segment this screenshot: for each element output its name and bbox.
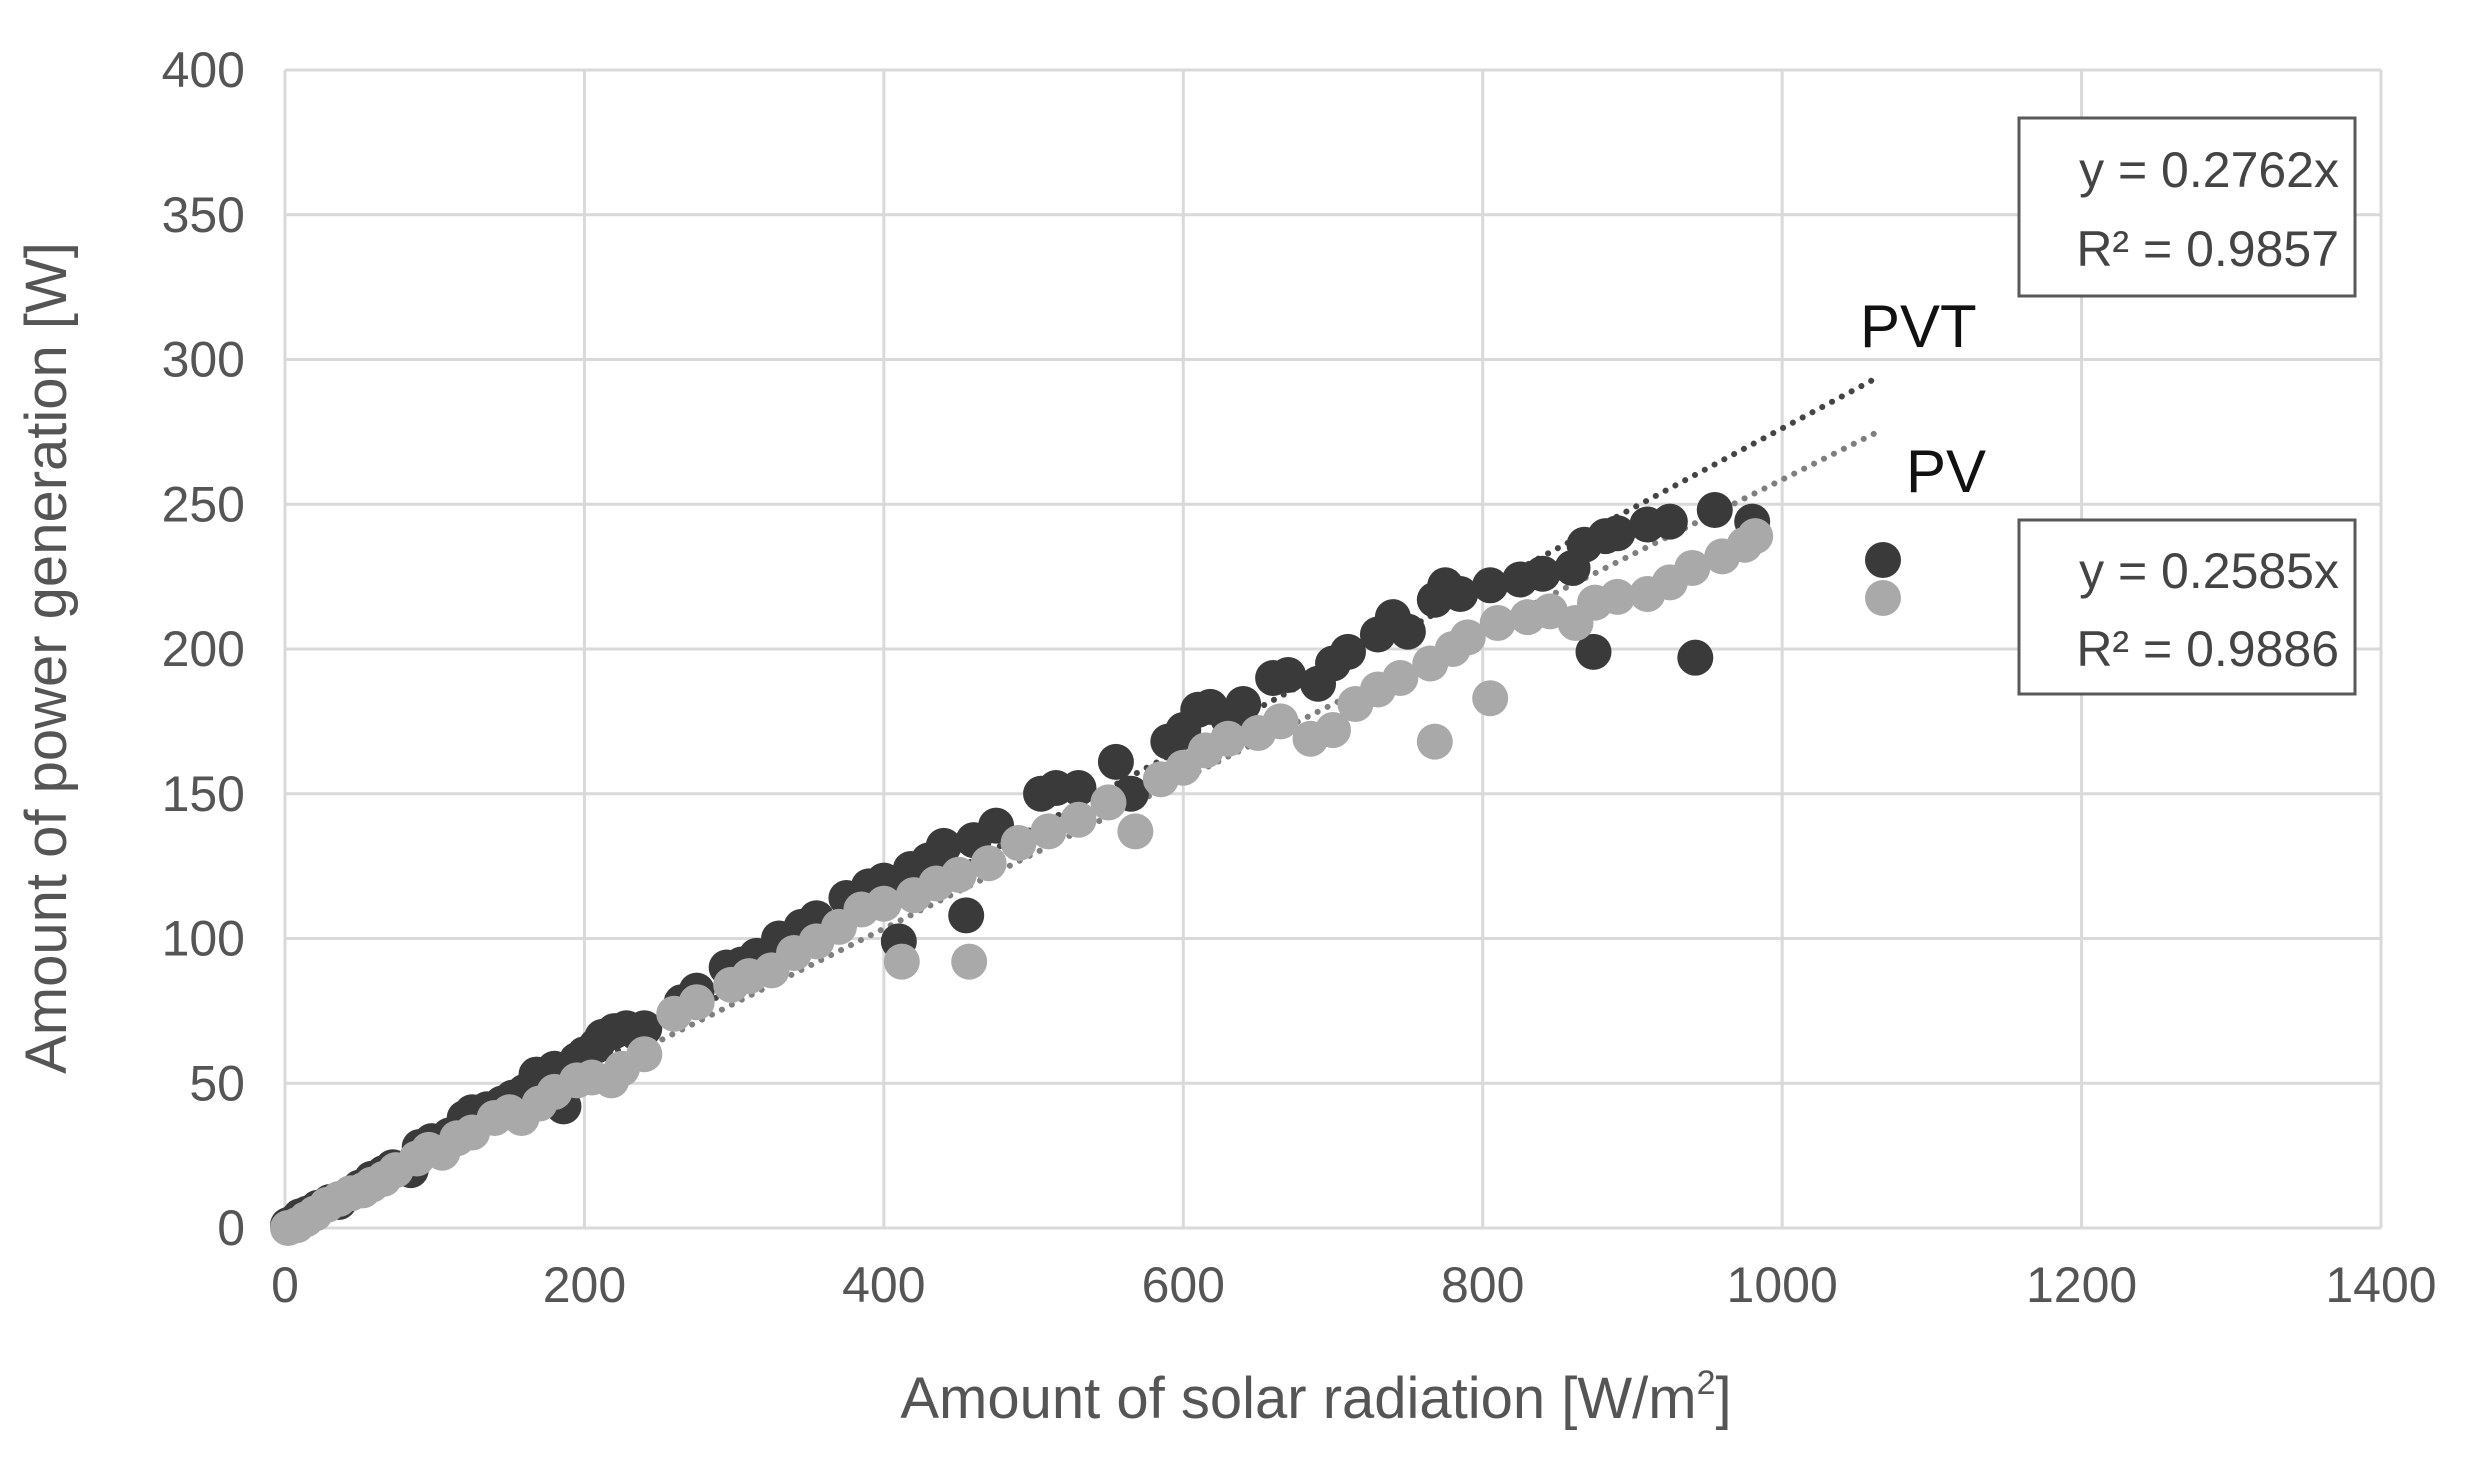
x-axis-title-main: Amount of solar radiation [W/m [900, 1366, 1696, 1431]
x-tick-label: 0 [271, 1257, 299, 1313]
x-tick-label: 1200 [2026, 1257, 2137, 1313]
point-pv [951, 943, 988, 980]
pvt-equation-box: y = 0.2762x R² = 0.9857 [2017, 116, 2357, 298]
y-tick-label: 350 [162, 187, 245, 243]
point-pv [1599, 578, 1636, 615]
pv-equation: y = 0.2585x [2079, 543, 2339, 599]
point-pvt [1097, 743, 1134, 780]
point-pv [1416, 723, 1453, 760]
point-pvt [1270, 657, 1307, 694]
y-tick-label: 300 [162, 332, 245, 388]
point-pvt [1442, 575, 1479, 612]
pv-equation-box: y = 0.2585x R² = 0.9886 [2017, 518, 2357, 696]
y-tick-label: 50 [189, 1055, 245, 1111]
point-pv [1060, 801, 1097, 838]
point-pvt [1060, 769, 1097, 806]
point-pvt [1651, 503, 1688, 540]
data-points [269, 492, 1774, 1246]
point-pvt [1575, 633, 1612, 670]
point-pv [1030, 813, 1067, 850]
point-pvt [925, 827, 962, 864]
y-tick-label: 250 [162, 476, 245, 532]
x-tick-label: 800 [1441, 1257, 1524, 1313]
y-axis-title: Amount of power generation [W] [14, 242, 79, 1074]
point-pvt [626, 1010, 663, 1047]
point-pv [678, 984, 715, 1021]
legend-marker-pvt [1865, 542, 1901, 578]
legend-marker-pv [1865, 580, 1901, 616]
point-pv [1674, 549, 1711, 586]
point-pv [1210, 720, 1247, 757]
point-pvt [948, 897, 985, 934]
point-pv [1382, 659, 1419, 696]
pv-label: PV [1906, 438, 1986, 505]
axes: 0 200 400 600 800 1000 1200 1400 0 50 100 150 200 250… [162, 42, 2437, 1313]
point-pvt [1389, 613, 1426, 650]
point-pv [1090, 784, 1127, 821]
x-tick-label: 1400 [2325, 1257, 2436, 1313]
x-tick-label: 400 [842, 1257, 925, 1313]
pvt-equation: y = 0.2762x [2079, 142, 2339, 198]
pvt-label: PVT [1860, 293, 1977, 360]
x-axis-title-end: ] [1716, 1366, 1732, 1431]
point-pvt [1677, 639, 1714, 676]
point-pvt [1472, 567, 1509, 604]
point-pvt [1524, 555, 1561, 592]
point-pv [970, 845, 1007, 882]
y-tick-label: 100 [162, 911, 245, 967]
point-pv [1472, 680, 1509, 717]
y-tick-label: 0 [217, 1200, 245, 1256]
point-pv [1117, 813, 1154, 850]
point-pvt [1599, 515, 1636, 552]
x-axis-title: Amount of solar radiation [W/m2] [900, 1364, 1731, 1431]
point-pv [1000, 824, 1037, 861]
x-tick-label: 1000 [1727, 1257, 1838, 1313]
point-pv [1315, 712, 1351, 749]
pv-r2: R² = 0.9886 [2076, 621, 2339, 677]
pvt-r2: R² = 0.9857 [2076, 221, 2339, 277]
x-tick-label: 200 [543, 1257, 626, 1313]
x-axis-title-superscript: 2 [1697, 1364, 1716, 1402]
point-pvt [1329, 633, 1366, 670]
point-pv [1262, 703, 1299, 740]
y-tick-label: 400 [162, 42, 245, 98]
point-pv [865, 885, 902, 922]
point-pv [626, 1036, 663, 1073]
point-pv [883, 943, 920, 980]
point-pv [940, 856, 977, 893]
point-pv [1479, 604, 1516, 641]
y-tick-label: 200 [162, 621, 245, 677]
y-tick-label: 150 [162, 766, 245, 822]
x-tick-label: 600 [1142, 1257, 1225, 1313]
point-pv [1449, 619, 1486, 656]
point-pvt [1696, 492, 1733, 529]
point-pv [1737, 518, 1774, 555]
point-pvt [1225, 686, 1262, 723]
